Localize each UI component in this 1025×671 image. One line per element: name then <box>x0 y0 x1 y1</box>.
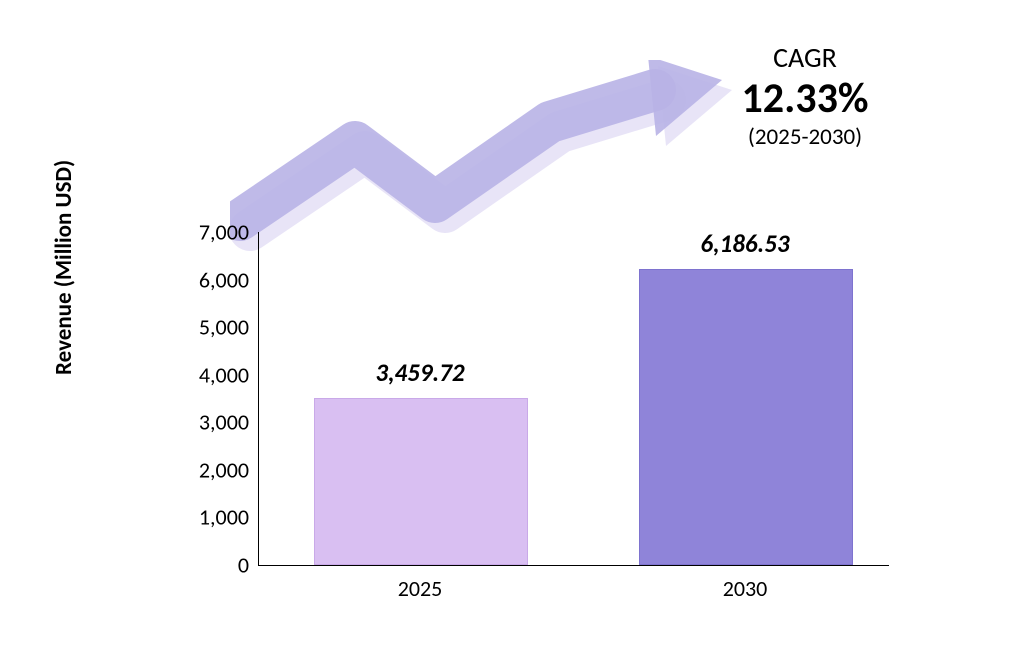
cagr-block: CAGR 12.33% (2025-2030) <box>690 40 920 151</box>
bar-value-label: 6,186.53 <box>700 228 789 259</box>
y-tick-label: 1,000 <box>199 504 249 531</box>
arrow-shadow <box>250 100 665 230</box>
growth-arrow-icon <box>230 60 750 260</box>
x-category-label: 2030 <box>723 575 768 602</box>
cagr-value: 12.33% <box>690 77 920 121</box>
y-tick-label: 2,000 <box>199 456 249 483</box>
y-tick-label: 7,000 <box>199 219 249 246</box>
plot-area: 01,0002,0003,0004,0005,0006,0007,0003,45… <box>258 232 889 566</box>
bar-2025 <box>314 398 528 565</box>
y-axis-label: Revenue (Million USD) <box>50 160 78 375</box>
y-tick-label: 4,000 <box>199 361 249 388</box>
x-category-label: 2025 <box>398 575 443 602</box>
y-tick-label: 0 <box>238 552 249 579</box>
y-tick-label: 5,000 <box>199 314 249 341</box>
y-tick-label: 6,000 <box>199 266 249 293</box>
y-tick-label: 3,000 <box>199 409 249 436</box>
arrow-body <box>240 90 655 220</box>
cagr-range: (2025-2030) <box>690 123 920 151</box>
bar-value-label: 3,459.72 <box>375 357 464 388</box>
chart-stage: Revenue (Million USD) 01,0002,0003,0004,… <box>0 0 1025 671</box>
cagr-title: CAGR <box>690 40 920 75</box>
bar-2030 <box>639 269 853 565</box>
